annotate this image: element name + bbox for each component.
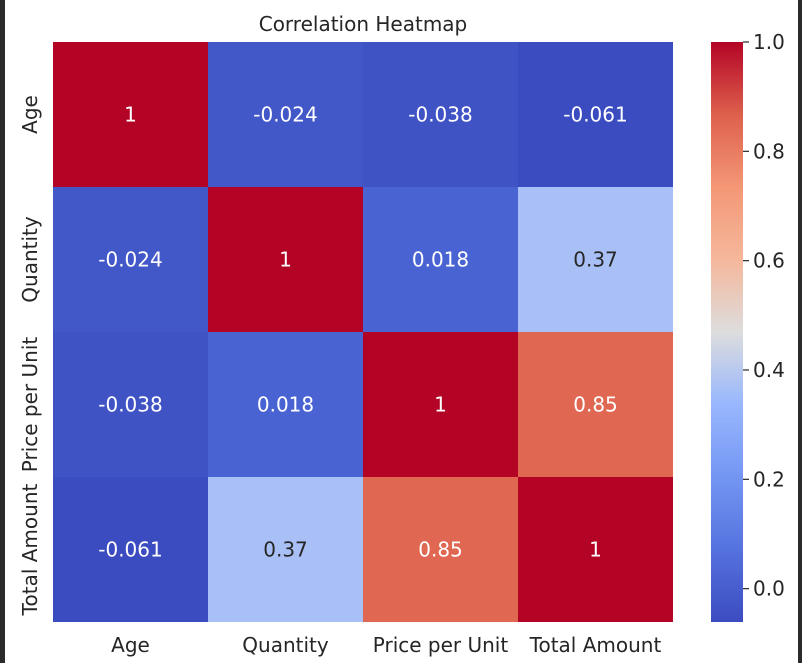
colorbar-tick-label: 0.4 bbox=[753, 358, 785, 382]
cell-value-label: 0.85 bbox=[573, 393, 618, 417]
colorbar: 0.0 0.2 0.4 0.6 0.8 1.0 bbox=[711, 30, 785, 622]
heatmap-cell bbox=[518, 477, 673, 622]
colorbar-tick-label: 0.6 bbox=[753, 249, 785, 273]
heatmap-cell bbox=[208, 187, 363, 332]
heatmap-cell bbox=[208, 477, 363, 622]
heatmap-cell bbox=[208, 332, 363, 477]
cell-value-label: 1 bbox=[279, 248, 292, 272]
heatmap-cell bbox=[53, 477, 208, 622]
heatmap-cell bbox=[208, 42, 363, 187]
heatmap-cell bbox=[363, 42, 518, 187]
cell-value-label: 0.018 bbox=[257, 393, 314, 417]
colorbar-tick-label: 1.0 bbox=[753, 30, 785, 54]
cell-value-label: 1 bbox=[589, 538, 602, 562]
x-tick-label: Quantity bbox=[242, 633, 329, 657]
y-tick-label: Quantity bbox=[18, 216, 42, 303]
cell-value-label: -0.038 bbox=[98, 393, 162, 417]
cell-value-label: 1 bbox=[124, 103, 137, 127]
cell-value-label: -0.024 bbox=[98, 248, 162, 272]
y-tick-label: Age bbox=[18, 95, 42, 134]
heatmap-cell bbox=[518, 42, 673, 187]
heatmap-cell bbox=[53, 332, 208, 477]
chart-figure: Correlation Heatmap 1 -0.024 -0.038 -0.061 -… bbox=[5, 0, 798, 663]
cell-value-label: -0.038 bbox=[408, 103, 472, 127]
heatmap-cell bbox=[363, 187, 518, 332]
chart-title: Correlation Heatmap bbox=[259, 12, 468, 36]
x-tick-label: Age bbox=[111, 633, 150, 657]
cell-value-label: 1 bbox=[434, 393, 447, 417]
colorbar-tick-label: 0.8 bbox=[753, 139, 785, 163]
y-tick-label: Price per Unit bbox=[18, 337, 42, 473]
y-tick-labels: Age Quantity Price per Unit Total Amount bbox=[18, 95, 42, 616]
heatmap-cell bbox=[53, 42, 208, 187]
x-tick-label: Price per Unit bbox=[373, 633, 509, 657]
colorbar-gradient bbox=[711, 42, 743, 622]
heatmap-cell bbox=[518, 187, 673, 332]
cell-value-label: 0.37 bbox=[263, 538, 308, 562]
x-tick-label: Total Amount bbox=[529, 633, 662, 657]
cell-value-label: -0.061 bbox=[563, 103, 627, 127]
heatmap-cell bbox=[363, 332, 518, 477]
y-tick-label: Total Amount bbox=[18, 484, 42, 617]
heatmap-cell bbox=[53, 187, 208, 332]
heatmap-cell bbox=[518, 332, 673, 477]
colorbar-tick-label: 0.0 bbox=[753, 577, 785, 601]
heatmap-chart: Correlation Heatmap 1 -0.024 -0.038 -0.061 -… bbox=[18, 12, 785, 657]
heatmap-cell bbox=[363, 477, 518, 622]
x-tick-labels: Age Quantity Price per Unit Total Amount bbox=[111, 633, 661, 657]
cell-value-label: 0.85 bbox=[418, 538, 463, 562]
heatmap-cells: 1 -0.024 -0.038 -0.061 -0.024 1 0.018 0.37 -0.03… bbox=[53, 42, 673, 622]
cell-value-label: 0.37 bbox=[573, 248, 618, 272]
cell-value-label: 0.018 bbox=[412, 248, 469, 272]
cell-value-label: -0.024 bbox=[253, 103, 317, 127]
cell-value-label: -0.061 bbox=[98, 538, 162, 562]
colorbar-tick-label: 0.2 bbox=[753, 467, 785, 491]
